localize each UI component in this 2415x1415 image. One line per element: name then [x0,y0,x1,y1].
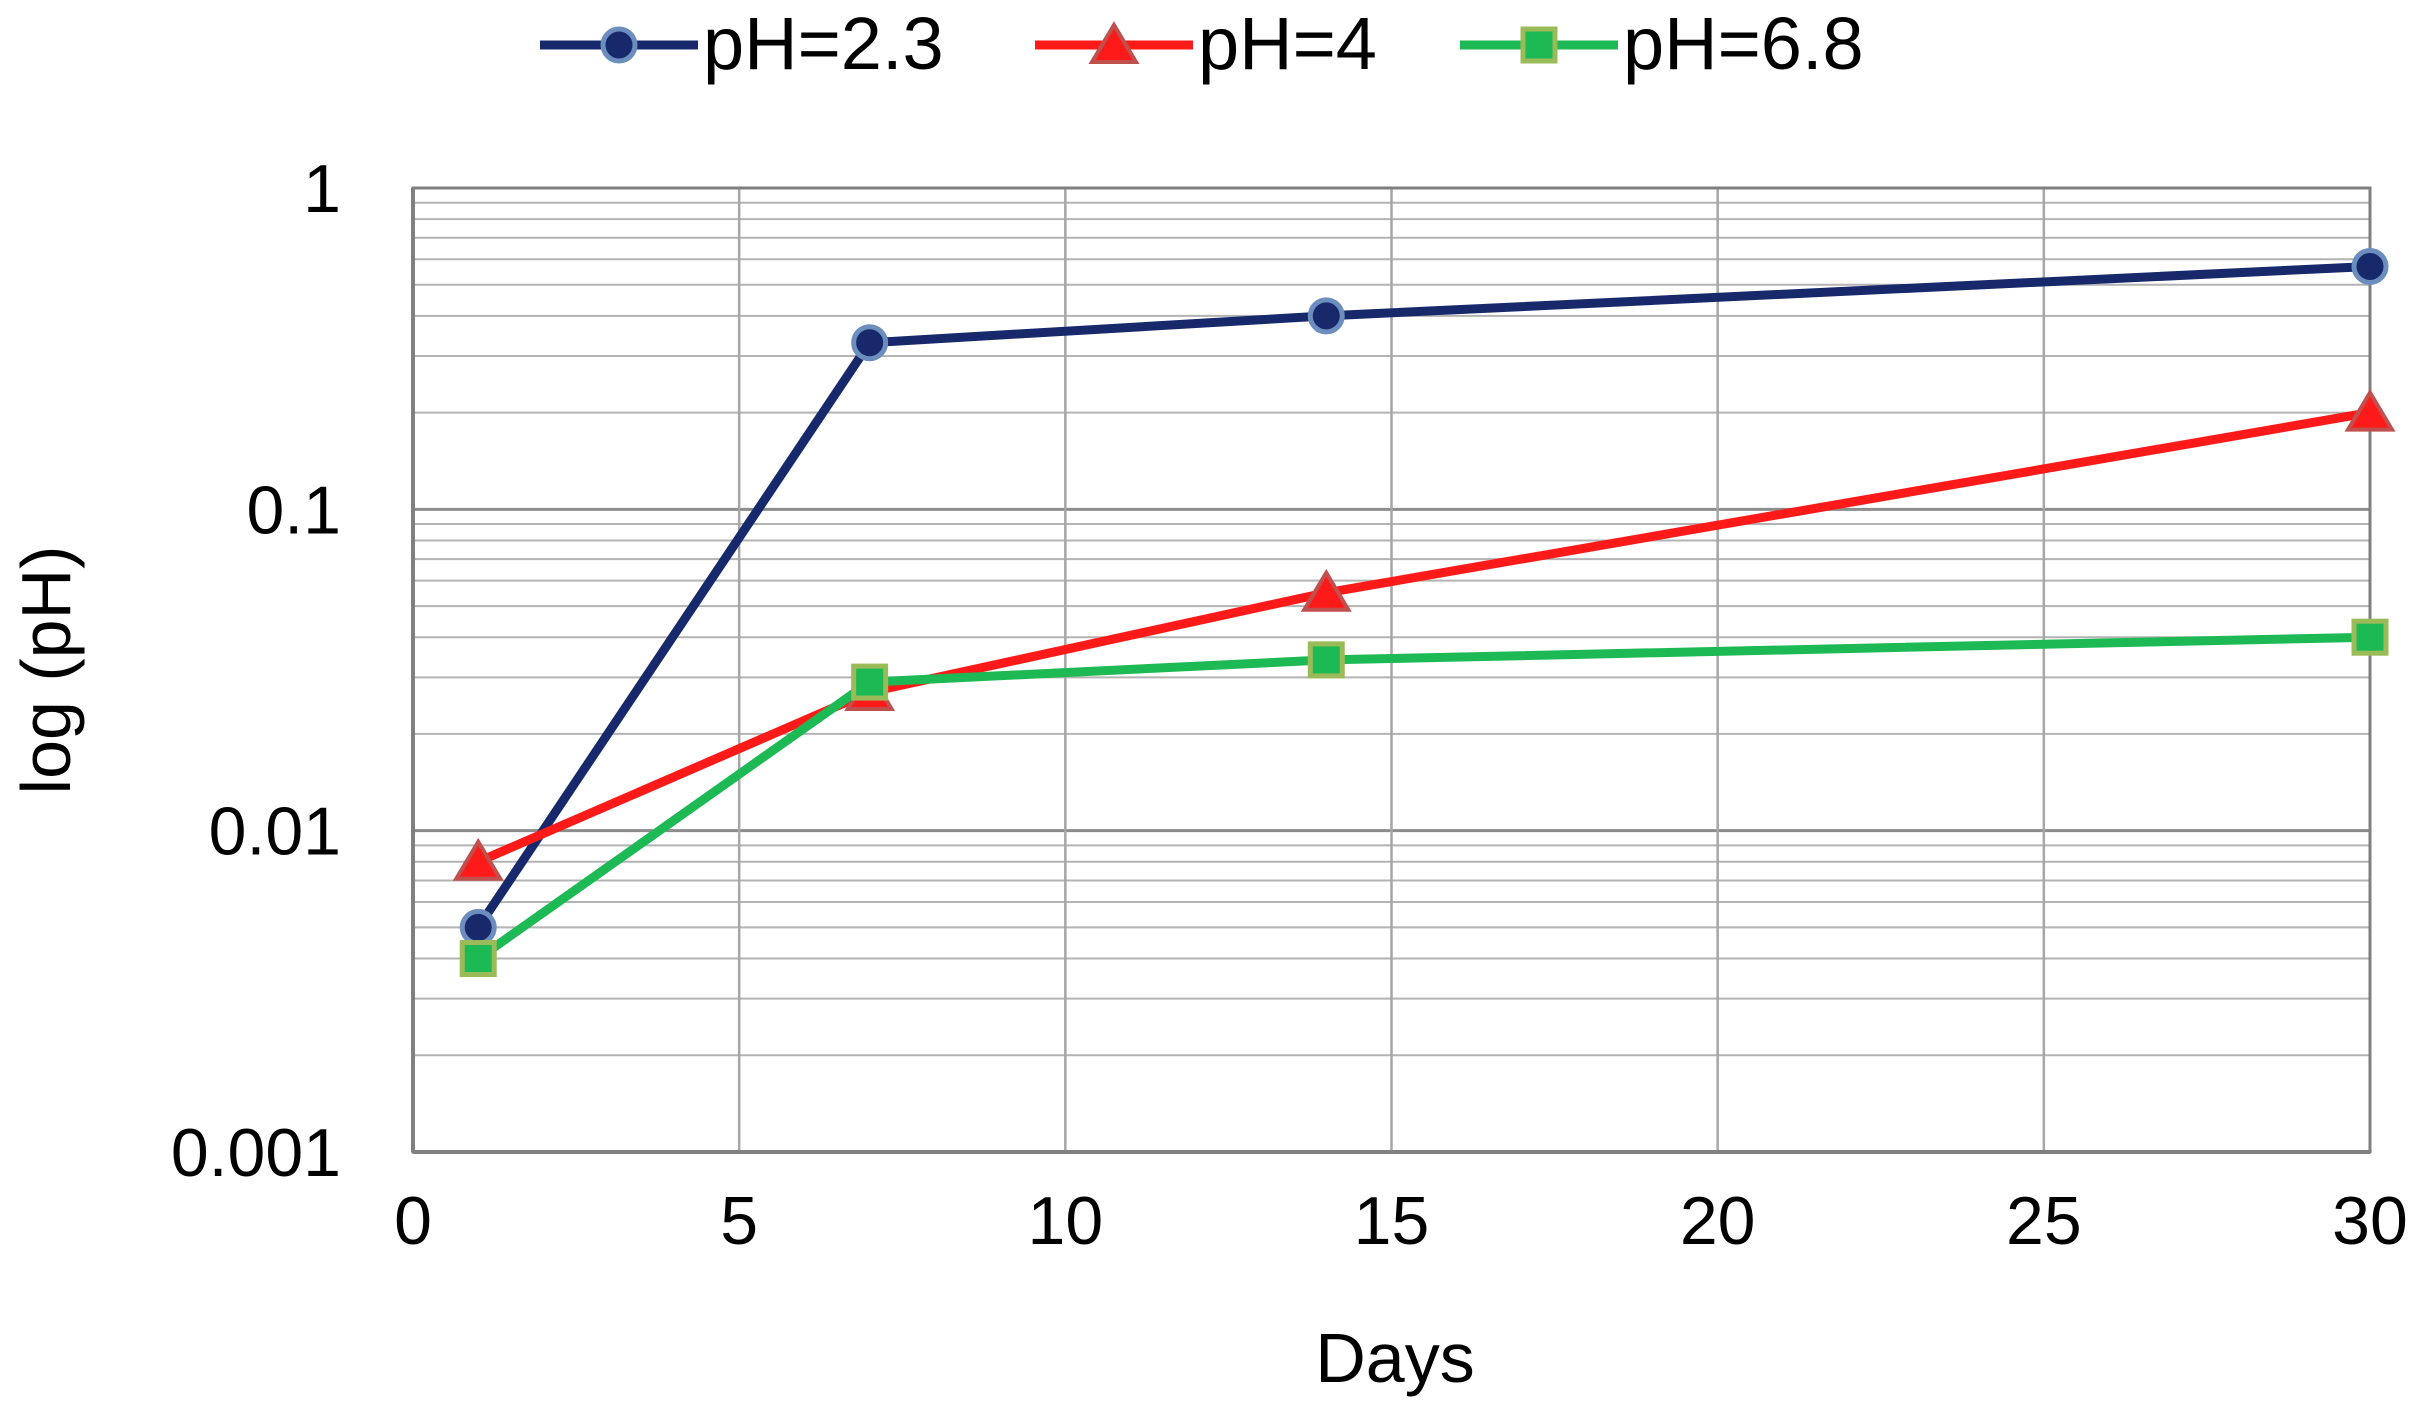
y-tick-label: 0.1 [246,472,341,548]
data-point [459,908,497,946]
data-point [2351,247,2389,285]
data-point [452,837,504,881]
tick-labels: 0 5 10 15 20 25 30 0.001 0.01 0.1 1 [171,151,2408,1259]
data-point [851,324,889,362]
legend-item: pH=4 [1035,2,1377,85]
x-tick-label: 20 [1680,1183,1756,1259]
data-point [459,940,497,978]
legend-label: pH=4 [1198,2,1377,85]
x-tick-label: 30 [2332,1183,2408,1259]
data-point [1307,297,1345,335]
data-point [1300,568,1352,612]
series-line [473,261,2375,932]
y-tick-label: 1 [303,151,341,227]
y-axis-title: log (pH) [7,546,85,795]
legend-label: pH=2.3 [703,2,944,85]
legend-marker [1520,26,1558,64]
legend-marker [1088,21,1140,64]
series-line [473,408,2375,867]
y-tick-label: 0.001 [171,1115,341,1191]
legend-marker [600,26,638,64]
axes [411,186,2372,1154]
legend-label: pH=6.8 [1623,2,1864,85]
legend-item: pH=6.8 [1460,2,1864,85]
legend: pH=2.3 pH=4 pH=6.8 [540,2,1864,85]
y-tick-label: 0.01 [209,794,341,870]
series-line [473,632,2375,964]
data-point [2344,388,2396,432]
series-triangle-group [452,388,2396,881]
series-square-group [459,618,2389,978]
series-circle-group [459,247,2389,946]
grid [411,186,2372,1154]
series [452,247,2396,978]
x-axis-title: Days [1315,1319,1474,1397]
x-tick-label: 0 [394,1183,432,1259]
x-tick-label: 10 [1028,1183,1104,1259]
x-tick-label: 5 [720,1183,758,1259]
data-point [851,663,889,701]
data-point [2351,618,2389,656]
x-tick-label: 15 [1354,1183,1430,1259]
legend-item: pH=2.3 [540,2,944,85]
data-point [1307,641,1345,679]
x-tick-label: 25 [2006,1183,2082,1259]
